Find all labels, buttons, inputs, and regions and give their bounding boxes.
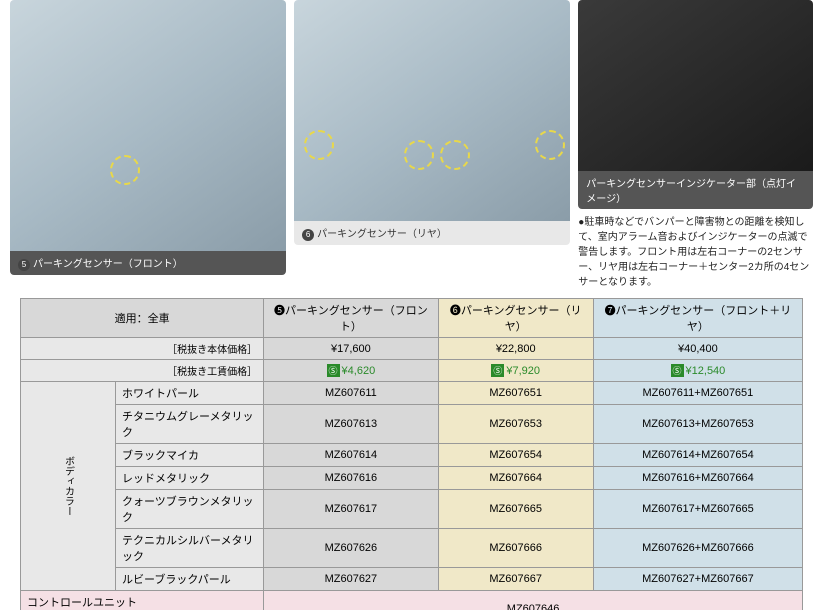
pricing-table: 適用：全車 ❺パーキングセンサー（フロント） ❻パーキングセンサー（リヤ） ❼パ… [20, 298, 803, 610]
color-row: レッドメタリックMZ607616MZ607664MZ607616+MZ60766… [21, 467, 803, 490]
product-images-row: 5パーキングセンサー（フロント） 6パーキングセンサー（リヤ） パーキングセンサ… [0, 0, 823, 290]
bullet-icon: 6 [302, 229, 314, 241]
front-image-col: 5パーキングセンサー（フロント） [10, 0, 286, 290]
color-row: クォーツブラウンメタリックMZ607617MZ607665MZ607617+MZ… [21, 490, 803, 529]
dashboard-image [578, 0, 813, 175]
rear-image-col: 6パーキングセンサー（リヤ） [294, 0, 570, 290]
body-price-row: ［税抜き本体価格］¥17,600¥22,800¥40,400 [21, 338, 803, 360]
dash-caption: パーキングセンサーインジケーター部（点灯イメージ） [578, 171, 813, 209]
control-label-cell: コントロールユニット ［税抜き価格：本体 ¥16,000＋Ⓢ¥4,620］ [21, 591, 264, 610]
color-row: チタニウムグレーメタリックMZ607613MZ607653MZ607613+MZ… [21, 405, 803, 444]
color-row: テクニカルシルバーメタリックMZ607626MZ607666MZ607626+M… [21, 529, 803, 568]
control-code-cell: MZ607646 [264, 591, 803, 610]
color-row: ブラックマイカMZ607614MZ607654MZ607614+MZ607654 [21, 444, 803, 467]
col-header-rear: ❻パーキングセンサー（リヤ） [438, 299, 593, 338]
control-unit-row: コントロールユニット ［税抜き価格：本体 ¥16,000＋Ⓢ¥4,620］ MZ… [21, 591, 803, 610]
apply-cell: 適用：全車 [21, 299, 264, 338]
col-header-both: ❼パーキングセンサー（フロント＋リヤ） [593, 299, 802, 338]
pricing-table-wrap: 適用：全車 ❺パーキングセンサー（フロント） ❻パーキングセンサー（リヤ） ❼パ… [20, 298, 803, 610]
color-row: ルビーブラックパールMZ607627MZ607667MZ607627+MZ607… [21, 568, 803, 591]
color-row: ボディカラーホワイトパールMZ607611MZ607651MZ607611+MZ… [21, 382, 803, 405]
dash-image-col: パーキングセンサーインジケーター部（点灯イメージ） ●駐車時などでバンパーと障害… [578, 0, 813, 290]
bullet-icon: 5 [18, 259, 30, 271]
front-sensor-image [10, 0, 286, 255]
header-row: 適用：全車 ❺パーキングセンサー（フロント） ❻パーキングセンサー（リヤ） ❼パ… [21, 299, 803, 338]
rear-sensor-image [294, 0, 570, 225]
labor-price-row: ［税抜き工賃価格］Ⓢ¥4,620Ⓢ¥7,920Ⓢ¥12,540 [21, 360, 803, 382]
dash-description: ●駐車時などでバンパーと障害物との距離を検知して、室内アラーム音およびインジケー… [578, 215, 813, 290]
front-caption: 5パーキングセンサー（フロント） [10, 251, 286, 275]
col-header-front: ❺パーキングセンサー（フロント） [264, 299, 438, 338]
rear-caption: 6パーキングセンサー（リヤ） [294, 221, 570, 245]
